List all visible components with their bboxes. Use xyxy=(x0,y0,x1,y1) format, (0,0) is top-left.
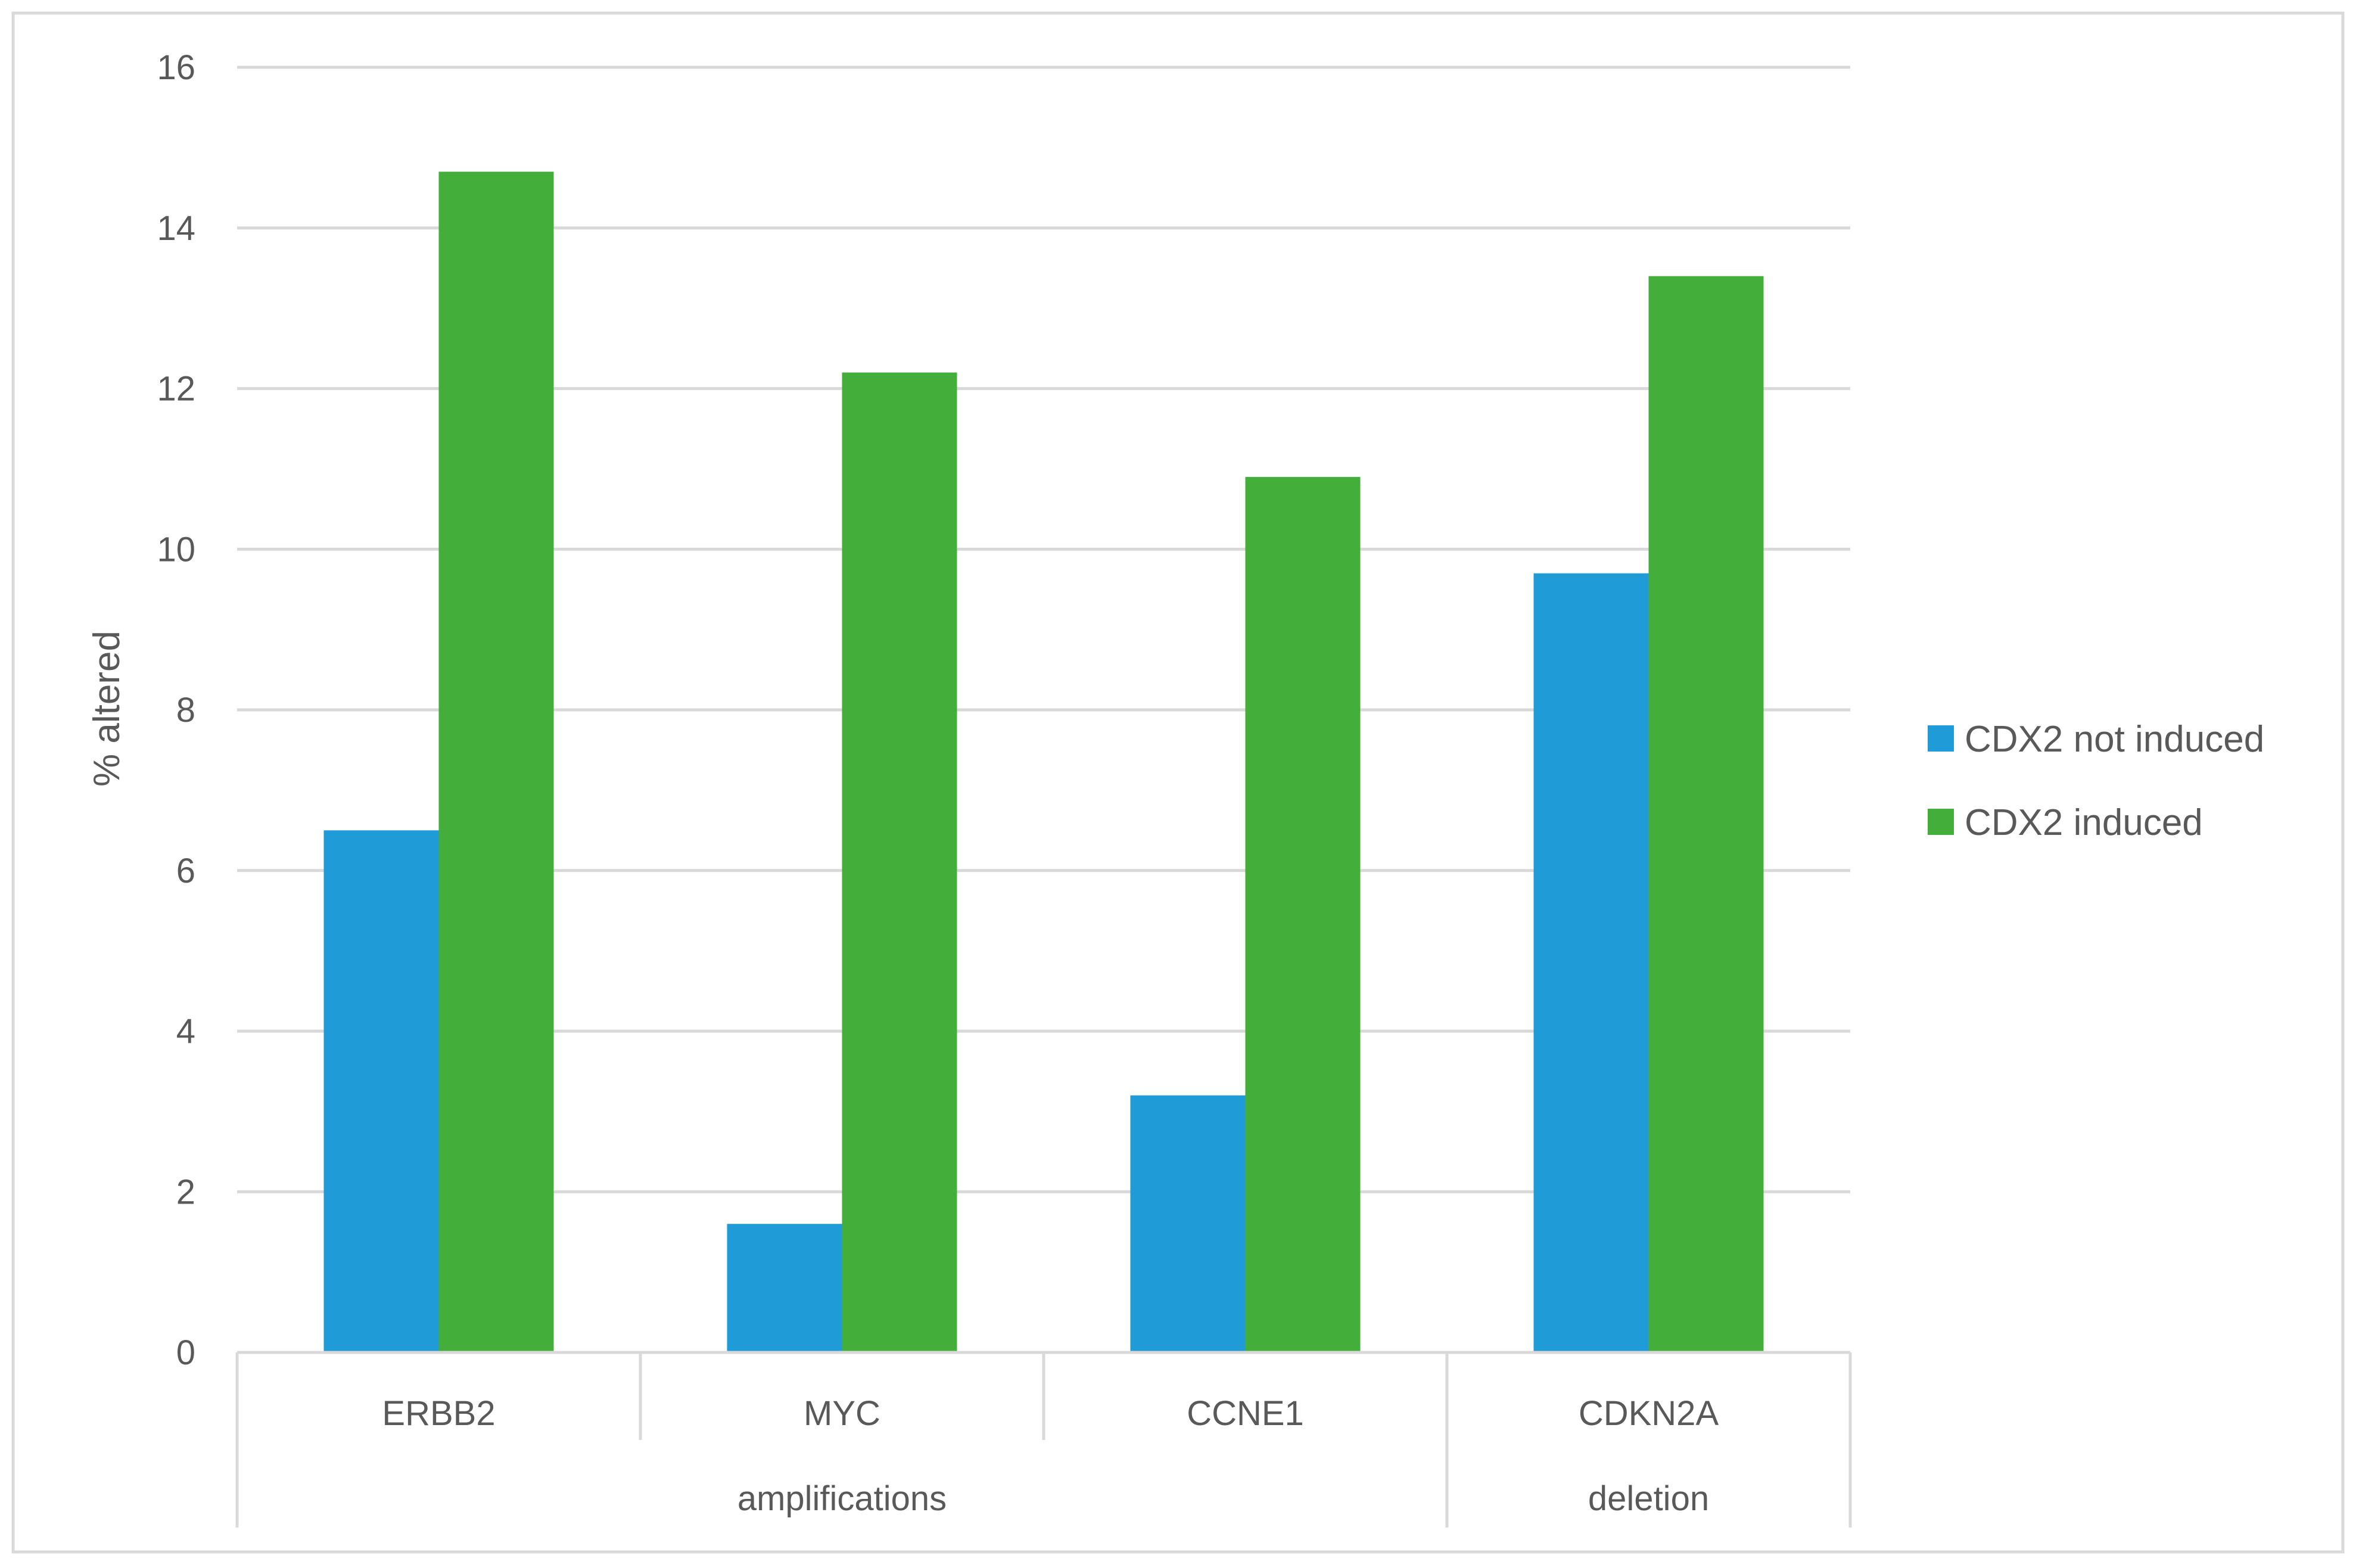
bars xyxy=(323,172,1764,1352)
bar-ccne1-series-2 xyxy=(1245,476,1361,1352)
x-group-label: deletion xyxy=(1588,1479,1709,1518)
x-category-label: MYC xyxy=(804,1394,880,1433)
x-category-labels: ERBB2 MYC CCNE1 CDKN2A xyxy=(382,1394,1719,1433)
legend-label: CDX2 not induced xyxy=(1965,719,2264,760)
legend-swatch xyxy=(1928,809,1954,835)
bar-cdkn2a-series-2 xyxy=(1648,276,1764,1352)
y-tick-label: 16 xyxy=(157,48,195,87)
x-group-label: amplifications xyxy=(737,1479,947,1518)
y-tick-label: 8 xyxy=(176,691,195,730)
axes xyxy=(235,1351,1852,1528)
bar-myc-series-1 xyxy=(727,1224,842,1352)
y-axis-title: % altered xyxy=(86,631,127,787)
y-tick-label: 10 xyxy=(157,530,195,569)
x-category-label: CCNE1 xyxy=(1187,1394,1304,1433)
bar-erbb2-series-2 xyxy=(438,172,554,1352)
bar-cdkn2a-series-1 xyxy=(1533,573,1649,1352)
legend-swatch xyxy=(1928,725,1954,752)
y-tick-label: 12 xyxy=(157,370,195,409)
bar-myc-series-2 xyxy=(842,372,957,1352)
bar-erbb2-series-1 xyxy=(323,830,439,1352)
x-category-label: ERBB2 xyxy=(382,1394,495,1433)
x-category-label: CDKN2A xyxy=(1579,1394,1719,1433)
legend: CDX2 not induced CDX2 induced xyxy=(1928,719,2264,843)
y-tick-label: 2 xyxy=(176,1173,195,1211)
y-tick-labels: 0 2 4 6 8 10 12 14 16 xyxy=(157,48,195,1372)
x-group-labels: amplifications deletion xyxy=(737,1479,1709,1518)
y-tick-label: 4 xyxy=(176,1012,195,1051)
bar-ccne1-series-1 xyxy=(1130,1095,1246,1352)
y-tick-label: 6 xyxy=(176,852,195,890)
y-tick-label: 14 xyxy=(157,209,195,248)
legend-label: CDX2 induced xyxy=(1965,802,2203,843)
y-tick-label: 0 xyxy=(176,1333,195,1372)
